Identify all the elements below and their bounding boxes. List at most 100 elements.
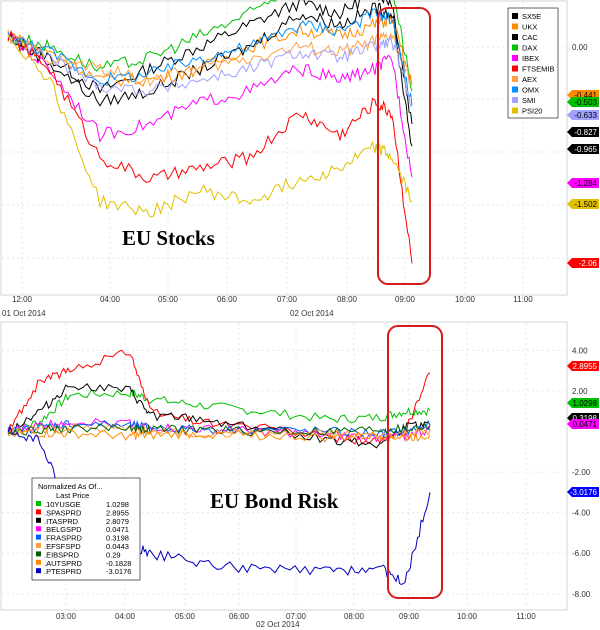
eu-bond-risk-y-tick-label: -6.00	[572, 549, 591, 558]
eu-bond-risk-legend-entry: .10YUSGE	[44, 500, 81, 509]
eu-bond-risk-legend-value: -3.0176	[106, 567, 131, 576]
eu-stocks-x-tick-label: 05:00	[158, 295, 179, 304]
eu-stocks-x-ticks: 12:00 04:00 05:00 06:00 07:00 08:00 09:00 10:00…	[12, 295, 533, 304]
eu-bond-risk-x-tick-label: 09:00	[399, 612, 420, 621]
eu-stocks-last-value-label: -0.503	[574, 98, 597, 107]
eu-stocks-last-value-label: -0.965	[574, 145, 597, 154]
eu-bond-risk-legend-swatch	[36, 568, 41, 574]
eu-bond-risk-legend-entry: .SPASPRD	[44, 508, 82, 517]
eu-stocks-legend-swatch	[512, 86, 518, 93]
eu-stocks-series-line-smi	[7, 33, 413, 108]
eu-stocks-legend-swatch	[512, 23, 518, 30]
eu-stocks-legend-entry: SMI	[522, 96, 535, 105]
eu-bond-risk-last-value-label: -3.0176	[570, 488, 598, 497]
eu-bond-risk-legend-subheader: Last Price	[56, 491, 89, 500]
eu-bond-risk-y-tick-label: -4.00	[572, 509, 591, 518]
eu-bond-risk-legend-header: Normalized As Of...	[38, 482, 103, 491]
eu-stocks-x-tick-label: 09:00	[395, 295, 416, 304]
eu-stocks-series-line-psi20	[7, 34, 413, 218]
eu-stocks-legend-swatch	[512, 13, 518, 19]
eu-bond-risk-title: EU Bond Risk	[210, 489, 339, 513]
eu-bond-risk-date-label: 02 Oct 2014	[256, 620, 300, 629]
eu-bond-risk-highlight-oval	[387, 325, 443, 599]
eu-bond-risk-x-tick-label: 04:00	[115, 612, 136, 621]
eu-stocks-x-tick-label: 11:00	[513, 295, 533, 304]
eu-bond-risk-last-value-label: 2.8955	[573, 362, 598, 371]
eu-bond-risk-y-tick-label: 2.00	[572, 387, 588, 396]
eu-bond-risk-legend-value: 1.0298	[106, 500, 129, 509]
eu-stocks-legend-swatch	[512, 107, 518, 114]
eu-bond-risk-y-tick-label: -2.00	[572, 468, 591, 477]
eu-stocks-y-ticks: 0.00	[572, 43, 588, 52]
eu-bond-risk-legend-value: 0.29	[106, 550, 121, 559]
eu-stocks-last-value-tag	[567, 127, 599, 137]
eu-stocks-date-label-1: 01 Oct 2014	[2, 309, 46, 318]
eu-stocks-last-value-label: -2.06	[579, 259, 598, 268]
eu-stocks-series-line-dax	[7, 0, 413, 92]
eu-bond-risk-x-ticks: 03:00 04:00 05:00 06:00 07:00 08:00 09:00 10:00…	[56, 612, 536, 621]
eu-bond-risk-legend-box	[31, 477, 141, 581]
eu-stocks-last-value-label: -1.284	[574, 179, 597, 188]
eu-stocks-series-line-sx5e	[7, 0, 413, 125]
eu-stocks-legend-entry: IBEX	[522, 54, 539, 63]
eu-stocks-highlight-oval	[377, 7, 431, 285]
eu-stocks-legend-swatch	[512, 65, 518, 72]
eu-bond-risk-last-value-tag	[567, 361, 599, 371]
eu-bond-risk-last-value-label: 1.0298	[573, 399, 598, 408]
eu-stocks-legend-swatch	[512, 97, 518, 103]
eu-stocks-legend-swatch	[512, 76, 518, 82]
eu-bond-risk-legend-value: 2.8079	[106, 517, 129, 526]
eu-stocks-plot-frame	[0, 0, 568, 296]
eu-stocks-last-value-tags: -0.441-0.503 -0.633 -0.827 -0.965 -1.284 -1.5…	[567, 90, 599, 268]
eu-bond-risk-legend-entry: .ITASPRD	[44, 517, 79, 526]
eu-bond-risk-legend-entry: .EFSFSPD	[44, 542, 81, 551]
eu-stocks-date-label-2: 02 Oct 2014	[290, 309, 334, 318]
eu-bond-risk-legend-value: 0.0471	[106, 525, 129, 534]
eu-bond-risk-legend-value: 2.8955	[106, 508, 129, 517]
eu-stocks-legend-entry: AEX	[522, 75, 537, 84]
eu-bond-risk-gridlines	[2, 323, 566, 608]
eu-bond-risk-last-value-tag	[567, 419, 599, 429]
eu-stocks-legend-entry: FTSEMIB	[522, 65, 555, 74]
eu-bond-risk-legend-entry: .PTESPRD	[44, 567, 82, 576]
eu-bond-risk-legend-swatch	[36, 517, 41, 523]
eu-bond-risk-panel: 03:00 04:00 05:00 06:00 07:00 08:00 09:00 10:00…	[0, 321, 599, 629]
eu-stocks-last-value-label: -0.633	[574, 111, 597, 120]
eu-stocks-panel: 12:00 04:00 05:00 06:00 07:00 08:00 09:00 10:00…	[0, 0, 599, 318]
eu-stocks-gridlines	[2, 2, 566, 294]
eu-stocks-legend-entry: SX5E	[522, 12, 541, 21]
eu-stocks-legend-swatch	[512, 55, 518, 61]
eu-stocks-x-tick-label: 04:00	[100, 295, 121, 304]
eu-stocks-last-value-label: -0.827	[574, 128, 597, 137]
eu-stocks-title: EU Stocks	[122, 226, 215, 250]
eu-stocks-legend-swatch	[512, 44, 518, 51]
eu-stocks-last-value-tag	[567, 110, 599, 120]
eu-stocks-series	[7, 0, 413, 264]
eu-stocks-legend-entry: CAC	[522, 33, 538, 42]
eu-bond-risk-legend: Normalized As Of...Last Price.10YUSGE 1.0…	[31, 477, 141, 581]
eu-stocks-x-tick-label: 07:00	[277, 295, 298, 304]
eu-stocks-x-tick-label: 08:00	[337, 295, 358, 304]
eu-stocks-legend-entry: PSI20	[522, 107, 542, 116]
eu-bond-risk-legend-swatch	[36, 526, 41, 532]
eu-stocks-last-value-tag	[567, 144, 599, 154]
eu-bond-risk-legend-swatch	[36, 543, 41, 548]
eu-bond-risk-x-tick-label: 10:00	[457, 612, 478, 621]
eu-bond-risk-last-value-label: 0.0471	[573, 420, 598, 429]
eu-bond-risk-legend-swatch	[36, 501, 41, 506]
eu-bond-risk-x-tick-label: 11:00	[516, 612, 536, 621]
eu-bond-risk-legend-value: 0.0443	[106, 542, 129, 551]
eu-bond-risk-y-tick-label: -8.00	[572, 590, 591, 599]
eu-stocks-last-value-label: -0.441	[574, 91, 597, 100]
eu-stocks-x-tick-label: 06:00	[217, 295, 238, 304]
eu-bond-risk-legend-swatch	[36, 509, 41, 515]
eu-bond-risk-legend-entry: .FRASPRD	[44, 534, 83, 543]
eu-bond-risk-last-value-tag	[567, 398, 599, 408]
eu-stocks-series-line-ibex	[7, 31, 413, 178]
eu-bond-risk-x-tick-label: 07:00	[286, 612, 307, 621]
eu-stocks-y-tick-label: 0.00	[572, 43, 588, 52]
eu-stocks-last-value-label: -1.502	[574, 200, 597, 209]
eu-bond-risk-y-tick-label: 4.00	[572, 346, 588, 355]
eu-bond-risk-x-tick-label: 08:00	[344, 612, 365, 621]
